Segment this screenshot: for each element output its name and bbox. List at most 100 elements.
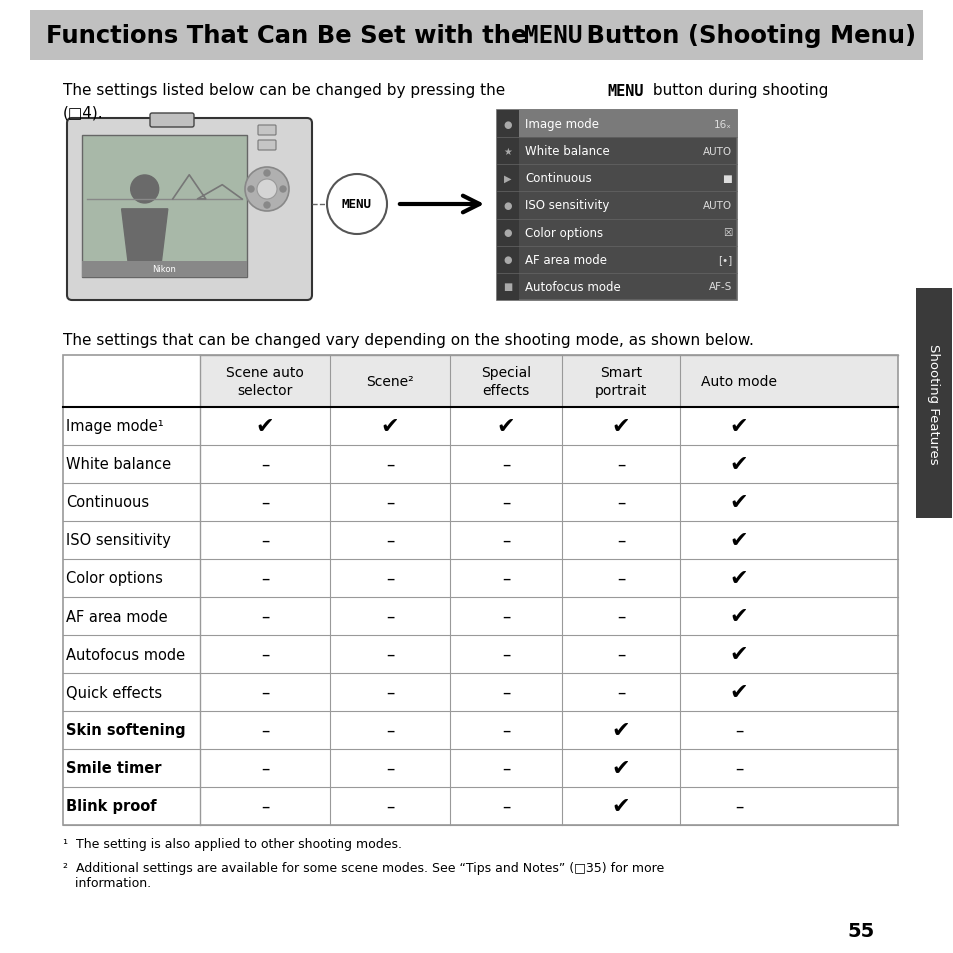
Text: –: – bbox=[734, 797, 742, 815]
Text: White balance: White balance bbox=[524, 145, 609, 158]
Text: ✔: ✔ bbox=[255, 416, 274, 436]
Circle shape bbox=[256, 180, 276, 200]
Text: Autofocus mode: Autofocus mode bbox=[66, 647, 185, 661]
Text: ✔: ✔ bbox=[729, 606, 747, 626]
Circle shape bbox=[245, 168, 289, 212]
Text: –: – bbox=[385, 494, 394, 512]
FancyBboxPatch shape bbox=[200, 355, 897, 408]
Text: –: – bbox=[260, 607, 269, 625]
Text: ✔: ✔ bbox=[729, 493, 747, 513]
Text: –: – bbox=[734, 721, 742, 740]
Text: button during shooting: button during shooting bbox=[647, 84, 827, 98]
Text: Image mode: Image mode bbox=[524, 118, 598, 131]
Text: –: – bbox=[385, 797, 394, 815]
Text: ■: ■ bbox=[721, 173, 731, 184]
Text: ✔: ✔ bbox=[729, 455, 747, 475]
Text: –: – bbox=[260, 532, 269, 550]
Polygon shape bbox=[121, 210, 168, 264]
Text: –: – bbox=[260, 645, 269, 663]
Text: –: – bbox=[260, 721, 269, 740]
Text: –: – bbox=[617, 456, 624, 474]
Text: AF-S: AF-S bbox=[708, 282, 731, 293]
Text: –: – bbox=[385, 607, 394, 625]
Text: 16ₓ: 16ₓ bbox=[714, 119, 731, 130]
Text: Skin softening: Skin softening bbox=[66, 722, 186, 738]
Text: Color options: Color options bbox=[66, 571, 163, 586]
FancyBboxPatch shape bbox=[497, 111, 518, 301]
Text: –: – bbox=[617, 645, 624, 663]
Circle shape bbox=[264, 203, 270, 209]
Text: ▶: ▶ bbox=[504, 173, 511, 184]
Text: AUTO: AUTO bbox=[702, 147, 731, 156]
Text: ✔: ✔ bbox=[611, 796, 630, 816]
Text: –: – bbox=[501, 532, 510, 550]
FancyBboxPatch shape bbox=[915, 289, 951, 518]
Text: ✔: ✔ bbox=[611, 759, 630, 779]
FancyBboxPatch shape bbox=[497, 111, 737, 301]
Text: –: – bbox=[734, 760, 742, 778]
Text: Nikon: Nikon bbox=[152, 265, 176, 274]
Text: AUTO: AUTO bbox=[702, 201, 731, 211]
Text: The settings listed below can be changed by pressing the: The settings listed below can be changed… bbox=[63, 84, 510, 98]
Text: –: – bbox=[501, 721, 510, 740]
Text: –: – bbox=[385, 456, 394, 474]
Text: –: – bbox=[260, 683, 269, 701]
Text: Scene auto
selector: Scene auto selector bbox=[226, 365, 304, 397]
Text: –: – bbox=[617, 683, 624, 701]
Text: AF area mode: AF area mode bbox=[66, 609, 168, 624]
Text: –: – bbox=[501, 683, 510, 701]
Text: ●: ● bbox=[503, 255, 512, 265]
Circle shape bbox=[248, 187, 253, 193]
Text: Auto mode: Auto mode bbox=[700, 375, 776, 389]
Text: Functions That Can Be Set with the: Functions That Can Be Set with the bbox=[46, 24, 536, 48]
Circle shape bbox=[131, 175, 158, 204]
Text: –: – bbox=[385, 569, 394, 587]
Text: –: – bbox=[501, 456, 510, 474]
Text: ✔: ✔ bbox=[729, 531, 747, 551]
Text: The settings that can be changed vary depending on the shooting mode, as shown b: The settings that can be changed vary de… bbox=[63, 333, 753, 347]
Text: MENU: MENU bbox=[341, 198, 372, 212]
Text: ✔: ✔ bbox=[611, 720, 630, 740]
Text: –: – bbox=[617, 494, 624, 512]
Text: –: – bbox=[617, 532, 624, 550]
Text: ✔: ✔ bbox=[729, 416, 747, 436]
Text: ²  Additional settings are available for some scene modes. See “Tips and Notes” : ² Additional settings are available for … bbox=[63, 862, 663, 889]
Text: –: – bbox=[260, 456, 269, 474]
FancyBboxPatch shape bbox=[518, 111, 737, 138]
Text: ●: ● bbox=[503, 228, 512, 238]
Text: –: – bbox=[501, 645, 510, 663]
Text: –: – bbox=[385, 721, 394, 740]
Text: ✔: ✔ bbox=[497, 416, 515, 436]
Text: ✔: ✔ bbox=[380, 416, 399, 436]
Text: Shooting Features: Shooting Features bbox=[926, 343, 940, 464]
Text: ✔: ✔ bbox=[729, 682, 747, 702]
Circle shape bbox=[264, 171, 270, 177]
Text: ¹  The setting is also applied to other shooting modes.: ¹ The setting is also applied to other s… bbox=[63, 837, 401, 850]
Text: ✔: ✔ bbox=[611, 416, 630, 436]
Text: MENU: MENU bbox=[606, 84, 643, 98]
Text: –: – bbox=[385, 645, 394, 663]
Text: –: – bbox=[385, 760, 394, 778]
Text: –: – bbox=[501, 760, 510, 778]
Text: ISO sensitivity: ISO sensitivity bbox=[66, 533, 171, 548]
FancyBboxPatch shape bbox=[257, 126, 275, 136]
Text: –: – bbox=[260, 494, 269, 512]
Text: Smart
portrait: Smart portrait bbox=[594, 365, 646, 397]
Text: –: – bbox=[385, 532, 394, 550]
Text: –: – bbox=[501, 607, 510, 625]
Text: White balance: White balance bbox=[66, 457, 171, 472]
Text: –: – bbox=[501, 797, 510, 815]
Text: Color options: Color options bbox=[524, 227, 602, 239]
Text: –: – bbox=[501, 494, 510, 512]
Text: ✔: ✔ bbox=[729, 568, 747, 588]
Text: –: – bbox=[260, 797, 269, 815]
Circle shape bbox=[327, 174, 387, 234]
Text: Autofocus mode: Autofocus mode bbox=[524, 280, 620, 294]
Text: ■: ■ bbox=[503, 282, 512, 293]
Text: Smile timer: Smile timer bbox=[66, 760, 161, 776]
Text: Continuous: Continuous bbox=[524, 172, 591, 185]
Text: ★: ★ bbox=[503, 147, 512, 156]
Text: Scene²: Scene² bbox=[366, 375, 414, 389]
Text: –: – bbox=[617, 607, 624, 625]
FancyBboxPatch shape bbox=[150, 113, 193, 128]
